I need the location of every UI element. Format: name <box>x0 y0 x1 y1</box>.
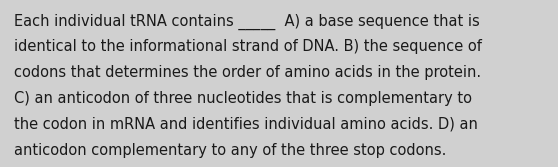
Text: identical to the informational strand of DNA. B) the sequence of: identical to the informational strand of… <box>14 39 482 54</box>
Text: C) an anticodon of three nucleotides that is complementary to: C) an anticodon of three nucleotides tha… <box>14 91 472 106</box>
Text: the codon in mRNA and identifies individual amino acids. D) an: the codon in mRNA and identifies individ… <box>14 117 478 132</box>
Text: codons that determines the order of amino acids in the protein.: codons that determines the order of amin… <box>14 65 481 80</box>
Text: anticodon complementary to any of the three stop codons.: anticodon complementary to any of the th… <box>14 143 446 158</box>
Text: Each individual tRNA contains _____  A) a base sequence that is: Each individual tRNA contains _____ A) a… <box>14 13 480 30</box>
